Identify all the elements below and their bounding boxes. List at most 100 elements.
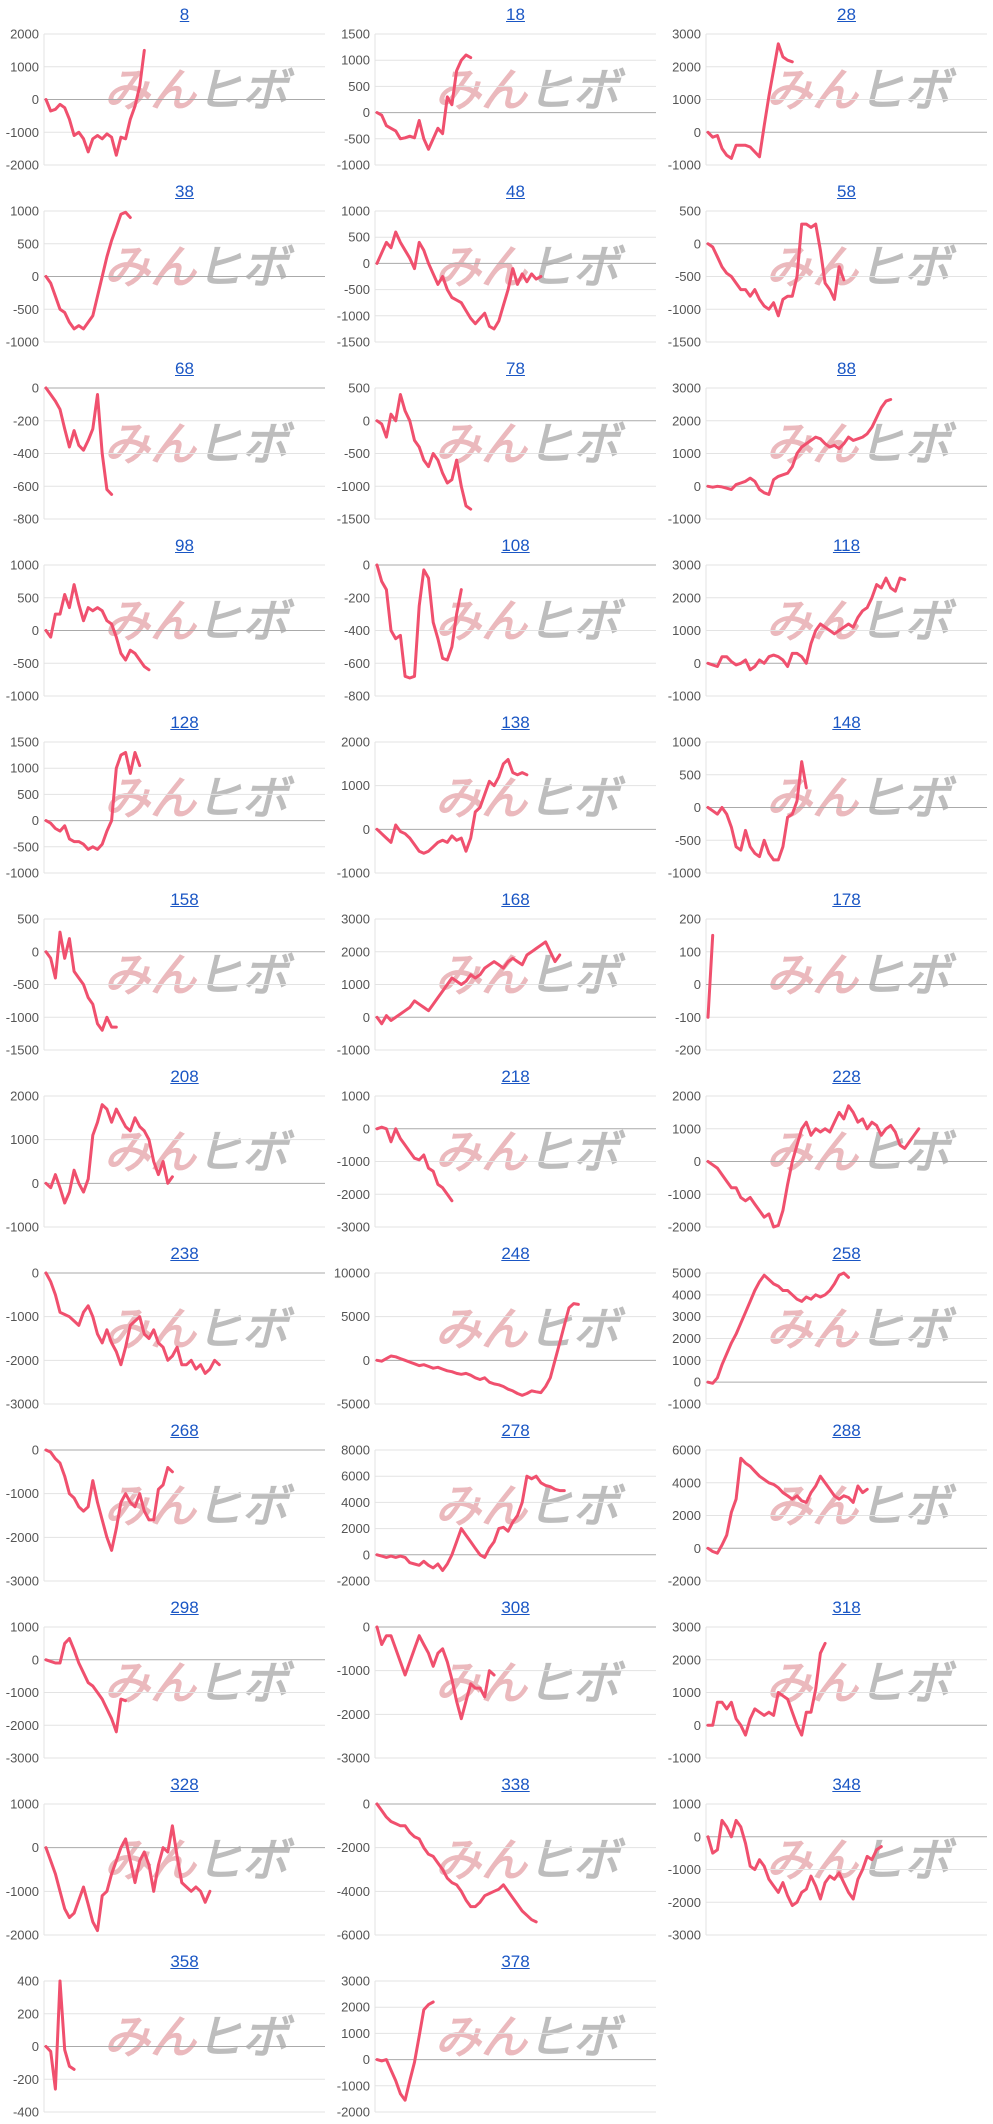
y-tick-label: -3000 (337, 1220, 370, 1235)
y-tick-label: 500 (17, 590, 39, 605)
y-tick-label: -1000 (6, 1486, 39, 1501)
y-tick-label: -2000 (668, 1574, 701, 1589)
chart-title-link[interactable]: 268 (170, 1421, 199, 1440)
watermark-logo: みんヒボ (104, 594, 295, 648)
chart-title-link[interactable]: 288 (832, 1421, 861, 1440)
y-tick-label: -1000 (6, 1685, 39, 1700)
chart-title-link[interactable]: 218 (501, 1067, 530, 1086)
data-series-line (706, 1641, 827, 1737)
chart-title-link[interactable]: 228 (832, 1067, 861, 1086)
chart-panel: 228 みんヒボ 2000 1000 0 -1000 -2000 (662, 1062, 993, 1239)
data-series-line (44, 1448, 174, 1552)
chart-panel: 158 みんヒボ 500 0 -500 -1000 -1500 (0, 885, 331, 1062)
y-tick-label: -600 (344, 656, 370, 671)
data-series-line (44, 930, 118, 1032)
y-tick-label: 3000 (672, 27, 701, 42)
y-tick-label: -2000 (6, 158, 39, 173)
chart-title-link[interactable]: 328 (170, 1775, 199, 1794)
y-tick-label: 0 (363, 1797, 370, 1812)
chart-panel: 128 みんヒボ 1500 1000 500 0 -500 -1000 (0, 708, 331, 885)
watermark-logo: みんヒボ (766, 1833, 957, 1887)
y-tick-label: -1000 (337, 2078, 370, 2093)
chart-panel: 238 みんヒボ 0 -1000 -2000 -3000 (0, 1239, 331, 1416)
y-tick-label: -1000 (337, 1043, 370, 1058)
data-series-line (375, 940, 562, 1026)
chart-title-link[interactable]: 358 (170, 1952, 199, 1971)
y-tick-label: 2000 (341, 1521, 370, 1536)
chart-title-link[interactable]: 128 (170, 713, 199, 732)
y-tick-label: 0 (363, 1010, 370, 1025)
chart-title-link[interactable]: 138 (501, 713, 530, 732)
chart-title-link[interactable]: 28 (837, 5, 856, 24)
y-tick-label: -2000 (337, 1574, 370, 1589)
chart-panel: 358 みんヒボ 400 200 0 -200 -400 (0, 1947, 331, 2124)
y-tick-label: 1500 (10, 735, 39, 750)
chart-title-link[interactable]: 318 (832, 1598, 861, 1617)
chart-title-link[interactable]: 108 (501, 536, 530, 555)
chart-title-link[interactable]: 208 (170, 1067, 199, 1086)
chart-title-link[interactable]: 308 (501, 1598, 530, 1617)
chart-title-link[interactable]: 378 (501, 1952, 530, 1971)
chart-title-link[interactable]: 78 (506, 359, 525, 378)
watermark-logo: みんヒボ (766, 771, 957, 825)
chart-title-link[interactable]: 118 (832, 536, 861, 555)
line-chart: みんヒボ 500 0 -500 -1000 -1500 (337, 381, 656, 527)
y-tick-label: 0 (32, 2039, 39, 2054)
y-tick-label: 0 (694, 800, 701, 815)
chart-title-link[interactable]: 8 (179, 5, 190, 24)
watermark-logo: みんヒボ (104, 1656, 295, 1710)
chart-title-link[interactable]: 348 (832, 1775, 861, 1794)
chart-title-link[interactable]: 148 (832, 713, 861, 732)
y-tick-label: -3000 (668, 1928, 701, 1943)
y-tick-label: 0 (363, 1353, 370, 1368)
watermark-logo: みんヒボ (766, 1302, 957, 1356)
y-tick-label: -1500 (668, 335, 701, 350)
chart-title-link[interactable]: 168 (501, 890, 530, 909)
chart-title-link[interactable]: 18 (506, 5, 525, 24)
watermark-logo: みんヒボ (435, 594, 626, 648)
line-chart: みんヒボ 2000 1000 0 -1000 (6, 1089, 325, 1235)
y-tick-label: -200 (13, 413, 39, 428)
data-series-line (44, 1637, 128, 1734)
chart-title-link[interactable]: 238 (170, 1244, 199, 1263)
line-chart: みんヒボ 500 0 -500 -1000 -1500 (6, 912, 325, 1058)
chart-title-link[interactable]: 38 (175, 182, 194, 201)
y-tick-label: -2000 (337, 1840, 370, 1855)
chart-title-link[interactable]: 48 (506, 182, 525, 201)
y-tick-label: -500 (13, 977, 39, 992)
y-tick-label: -1000 (6, 335, 39, 350)
line-chart: みんヒボ 5000 4000 3000 2000 1000 0 -1000 (668, 1266, 987, 1412)
chart-title-link[interactable]: 338 (501, 1775, 530, 1794)
chart-panel: 78 みんヒボ 500 0 -500 -1000 -1500 (331, 354, 662, 531)
chart-title-link[interactable]: 68 (175, 359, 194, 378)
y-tick-label: -2000 (337, 2105, 370, 2120)
line-chart: みんヒボ 8000 6000 4000 2000 0 -2000 (337, 1443, 656, 1589)
y-tick-label: 500 (679, 767, 701, 782)
chart-title-link[interactable]: 248 (501, 1244, 530, 1263)
chart-title-link[interactable]: 258 (832, 1244, 861, 1263)
chart-title-link[interactable]: 298 (170, 1598, 199, 1617)
y-tick-label: -500 (344, 446, 370, 461)
y-tick-label: 0 (32, 944, 39, 959)
data-series-line (44, 1824, 212, 1933)
y-tick-label: -600 (13, 479, 39, 494)
chart-title-link[interactable]: 158 (170, 890, 199, 909)
chart-title-link[interactable]: 58 (837, 182, 856, 201)
data-series-line (706, 576, 907, 672)
chart-title-link[interactable]: 278 (501, 1421, 530, 1440)
y-tick-label: 0 (32, 381, 39, 396)
y-tick-label: 10000 (334, 1266, 370, 1281)
chart-title-link[interactable]: 88 (837, 359, 856, 378)
data-series-line (706, 1456, 869, 1555)
y-tick-label: -5000 (337, 1397, 370, 1412)
line-chart: みんヒボ 1000 500 0 -500 -1000 (6, 204, 325, 350)
y-tick-label: 500 (17, 236, 39, 251)
y-tick-label: -1500 (6, 1043, 39, 1058)
watermark-logo: みんヒボ (435, 771, 626, 825)
chart-title-link[interactable]: 178 (832, 890, 861, 909)
y-tick-label: 500 (679, 204, 701, 219)
data-series-line (375, 53, 473, 151)
chart-title-link[interactable]: 98 (175, 536, 194, 555)
chart-panel: 38 みんヒボ 1000 500 0 -500 -1000 (0, 177, 331, 354)
y-tick-label: 0 (694, 125, 701, 140)
